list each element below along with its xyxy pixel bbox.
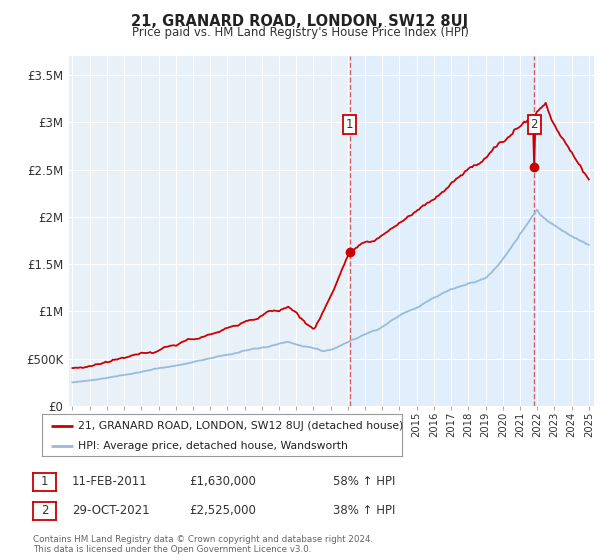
Text: 38% ↑ HPI: 38% ↑ HPI [333, 504, 395, 517]
Text: Contains HM Land Registry data © Crown copyright and database right 2024.
This d: Contains HM Land Registry data © Crown c… [33, 535, 373, 554]
Text: 2: 2 [530, 118, 538, 130]
Text: 21, GRANARD ROAD, LONDON, SW12 8UJ: 21, GRANARD ROAD, LONDON, SW12 8UJ [131, 14, 469, 29]
Text: 58% ↑ HPI: 58% ↑ HPI [333, 475, 395, 488]
Text: 21, GRANARD ROAD, LONDON, SW12 8UJ (detached house): 21, GRANARD ROAD, LONDON, SW12 8UJ (deta… [78, 421, 403, 431]
Bar [350, 56, 594, 406]
Text: HPI: Average price, detached house, Wandsworth: HPI: Average price, detached house, Wand… [78, 441, 348, 451]
Text: 11-FEB-2011: 11-FEB-2011 [72, 475, 148, 488]
Text: 1: 1 [41, 475, 48, 488]
Text: £1,630,000: £1,630,000 [189, 475, 256, 488]
Text: 1: 1 [346, 118, 353, 130]
Text: £2,525,000: £2,525,000 [189, 504, 256, 517]
Text: 2: 2 [41, 504, 48, 517]
Text: Price paid vs. HM Land Registry's House Price Index (HPI): Price paid vs. HM Land Registry's House … [131, 26, 469, 39]
Text: 29-OCT-2021: 29-OCT-2021 [72, 504, 149, 517]
